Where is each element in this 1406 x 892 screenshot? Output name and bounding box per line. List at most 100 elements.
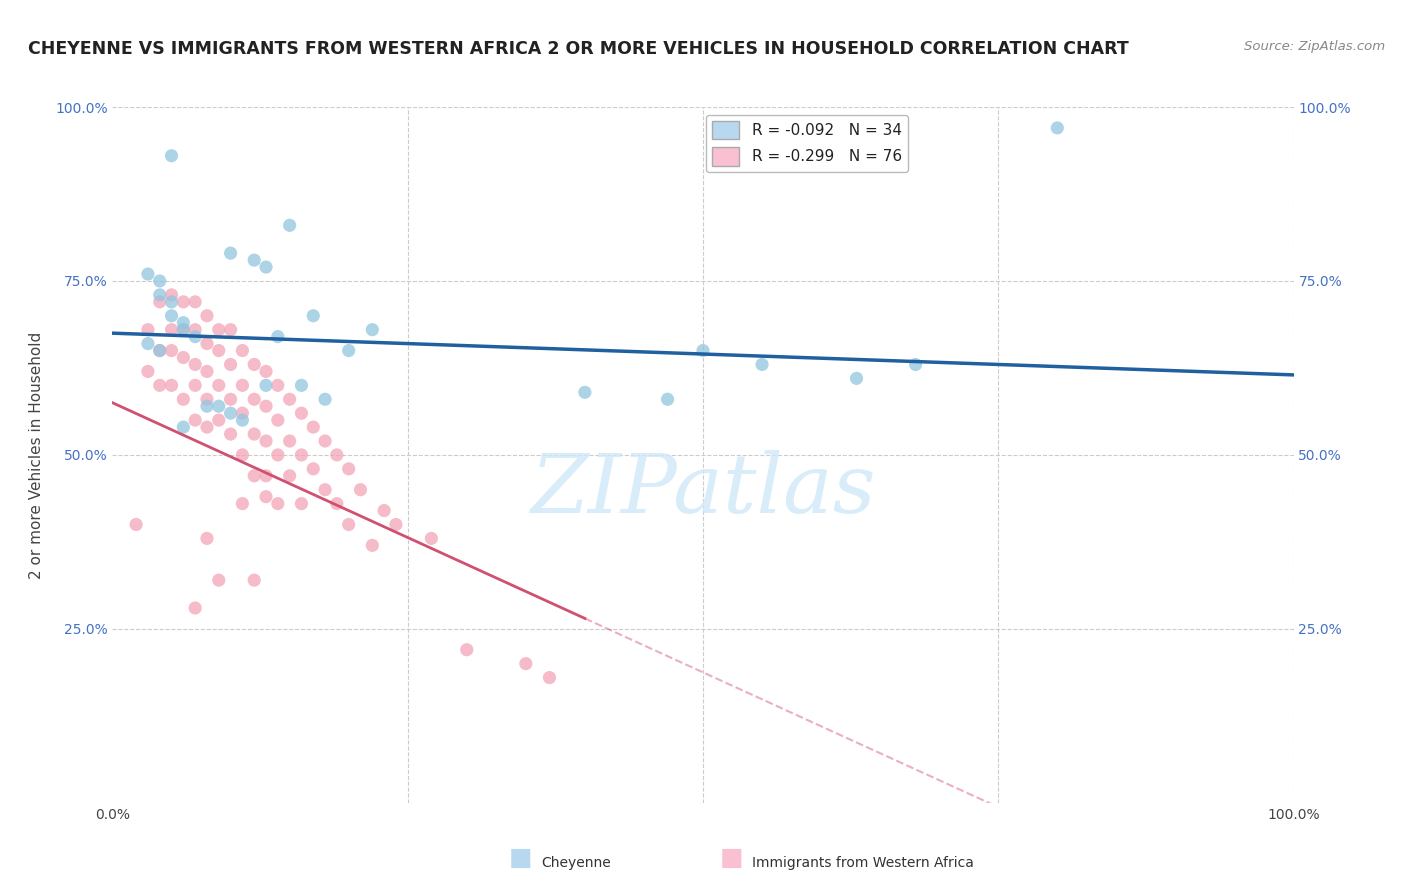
Point xyxy=(692,343,714,358)
Point xyxy=(136,323,159,337)
Point xyxy=(231,448,253,462)
Point xyxy=(160,323,183,337)
Point xyxy=(149,343,172,358)
Point xyxy=(337,517,360,532)
Point xyxy=(231,413,253,427)
Point xyxy=(208,413,231,427)
Point xyxy=(254,399,277,413)
Point xyxy=(172,323,194,337)
Point xyxy=(254,260,277,274)
Point xyxy=(278,219,301,233)
Point xyxy=(208,323,231,337)
Point xyxy=(172,294,194,309)
Point xyxy=(314,483,336,497)
Point xyxy=(278,434,301,448)
Point xyxy=(254,468,277,483)
Point xyxy=(195,399,218,413)
Point xyxy=(195,532,218,546)
Point xyxy=(254,378,277,392)
Point xyxy=(208,399,231,413)
Point xyxy=(267,329,290,343)
Point xyxy=(172,420,194,434)
Point xyxy=(420,532,443,546)
Point xyxy=(184,413,207,427)
Point xyxy=(278,468,301,483)
Point xyxy=(267,448,290,462)
Text: Source: ZipAtlas.com: Source: ZipAtlas.com xyxy=(1244,40,1385,54)
Point xyxy=(314,392,336,407)
Point xyxy=(243,427,266,442)
Point xyxy=(361,538,384,552)
Point xyxy=(243,573,266,587)
Point xyxy=(208,573,231,587)
Point xyxy=(184,378,207,392)
Point xyxy=(184,329,207,343)
Point xyxy=(290,378,312,392)
Point xyxy=(160,149,183,163)
Point xyxy=(254,490,277,504)
Point xyxy=(172,351,194,365)
Point xyxy=(243,253,266,268)
Point xyxy=(172,316,194,330)
Point xyxy=(278,392,301,407)
Point xyxy=(314,434,336,448)
Point xyxy=(160,378,183,392)
Point xyxy=(149,343,172,358)
Point xyxy=(1046,120,1069,135)
Point xyxy=(172,392,194,407)
Point xyxy=(361,323,384,337)
Point xyxy=(136,364,159,378)
Point xyxy=(845,371,868,385)
Point xyxy=(326,448,349,462)
Point xyxy=(751,358,773,372)
Point xyxy=(125,517,148,532)
Point xyxy=(195,309,218,323)
Text: Immigrants from Western Africa: Immigrants from Western Africa xyxy=(752,855,974,870)
Point xyxy=(538,671,561,685)
Text: ZIPatlas: ZIPatlas xyxy=(530,450,876,530)
Point xyxy=(160,294,183,309)
Point xyxy=(337,462,360,476)
Point xyxy=(267,378,290,392)
Point xyxy=(219,406,242,420)
Point xyxy=(184,294,207,309)
Point xyxy=(337,343,360,358)
Point xyxy=(574,385,596,400)
Y-axis label: 2 or more Vehicles in Household: 2 or more Vehicles in Household xyxy=(30,331,44,579)
Point xyxy=(195,336,218,351)
Point xyxy=(136,336,159,351)
Point xyxy=(149,378,172,392)
Point xyxy=(208,343,231,358)
Point xyxy=(243,358,266,372)
Point xyxy=(160,309,183,323)
Point xyxy=(373,503,395,517)
Text: CHEYENNE VS IMMIGRANTS FROM WESTERN AFRICA 2 OR MORE VEHICLES IN HOUSEHOLD CORRE: CHEYENNE VS IMMIGRANTS FROM WESTERN AFRI… xyxy=(28,40,1129,58)
Point xyxy=(657,392,679,407)
Point xyxy=(290,406,312,420)
Point xyxy=(267,413,290,427)
Point xyxy=(290,448,312,462)
Point xyxy=(456,642,478,657)
Point xyxy=(184,358,207,372)
Point xyxy=(149,274,172,288)
Point xyxy=(904,358,927,372)
Point xyxy=(231,378,253,392)
Text: ■: ■ xyxy=(509,846,531,870)
Point xyxy=(219,392,242,407)
Point xyxy=(515,657,537,671)
Point xyxy=(243,392,266,407)
Text: ■: ■ xyxy=(720,846,742,870)
Point xyxy=(136,267,159,281)
Point xyxy=(349,483,371,497)
Point xyxy=(160,288,183,302)
Point xyxy=(231,406,253,420)
Point xyxy=(254,364,277,378)
Point xyxy=(184,601,207,615)
Point xyxy=(160,343,183,358)
Point xyxy=(195,420,218,434)
Point xyxy=(219,358,242,372)
Point xyxy=(302,309,325,323)
Point xyxy=(219,246,242,260)
Point xyxy=(231,497,253,511)
Point xyxy=(219,427,242,442)
